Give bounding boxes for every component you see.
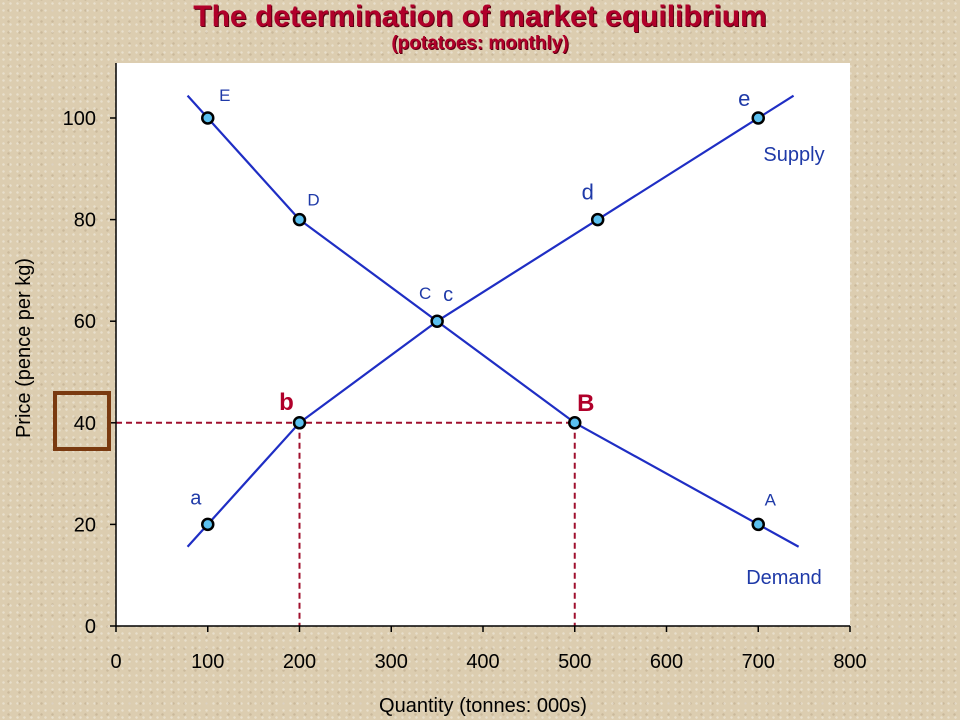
x-tick-label: 200 — [283, 651, 316, 673]
demand-label: Demand — [746, 567, 822, 589]
point-labels: a b c d e E D C B A Supply Demand — [190, 86, 824, 589]
reference-guides — [116, 421, 576, 626]
chart-subtitle: (potatoes: monthly) — [391, 33, 569, 54]
point-label-E: E — [219, 86, 230, 105]
point-label-c: c — [443, 284, 453, 306]
point-E — [201, 111, 215, 125]
x-tick-label: 0 — [110, 651, 121, 673]
point-label-a: a — [190, 487, 202, 509]
x-tick-label: 700 — [742, 651, 775, 673]
y-tick-label: 60 — [74, 311, 96, 333]
title-block: The determination of market equilibrium … — [0, 0, 960, 54]
x-tick-label: 600 — [650, 651, 683, 673]
point-a — [201, 517, 215, 532]
x-tick-label: 500 — [558, 651, 591, 673]
point-label-B: B — [577, 390, 594, 417]
point-label-D: D — [307, 191, 319, 210]
point-e — [751, 111, 765, 125]
price-highlight-box — [53, 391, 111, 451]
point-D — [292, 212, 307, 227]
y-tick-label: 0 — [85, 616, 96, 638]
x-tick-label: 800 — [833, 651, 866, 673]
y-tick-label: 80 — [74, 210, 96, 232]
data-points — [201, 111, 765, 532]
point-d — [590, 212, 605, 227]
chart-title: The determination of market equilibrium — [193, 0, 767, 33]
x-tick-label: 100 — [191, 651, 224, 673]
y-tick-label: 20 — [74, 514, 96, 536]
y-axis-title: Price (pence per kg) — [13, 258, 35, 438]
y-tick-label: 100 — [63, 108, 96, 130]
x-tick-label: 400 — [466, 651, 499, 673]
ticks: 0 100 200 300 400 500 600 700 800 0 20 40 60 80 100 — [63, 108, 867, 673]
x-axis-title: Quantity (tonnes: 000s) — [379, 695, 587, 717]
point-label-C: C — [419, 284, 431, 303]
point-label-d: d — [582, 180, 594, 205]
plot-area — [116, 63, 850, 626]
x-tick-label: 300 — [375, 651, 408, 673]
point-A — [751, 517, 765, 532]
y-tick-label: 40 — [74, 413, 96, 435]
point-label-e: e — [738, 86, 750, 111]
point-c — [430, 314, 444, 328]
supply-label: Supply — [763, 144, 824, 166]
point-label-b: b — [279, 389, 294, 416]
point-label-A: A — [765, 490, 777, 509]
point-B — [568, 416, 582, 430]
point-b — [292, 416, 307, 430]
